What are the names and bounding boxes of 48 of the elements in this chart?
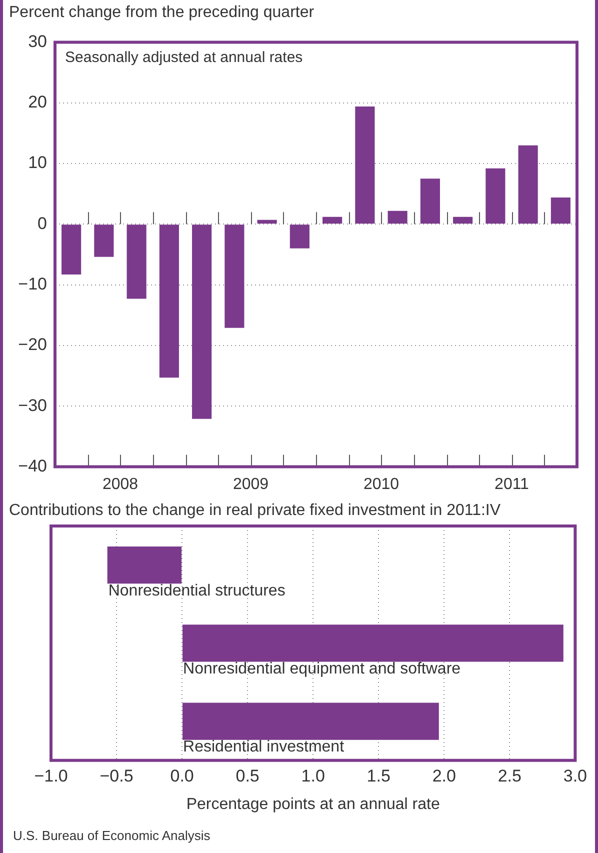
x-tick-label: 3.0 [563, 766, 588, 786]
y-tick-label: 30 [28, 32, 47, 51]
chart-title: Contributions to the change in real private fixed investment in 2011:IV [8, 502, 502, 521]
y-tick-label: −10 [18, 274, 47, 294]
x-tick-label: 1.5 [366, 766, 390, 786]
category-label: Nonresidential equipment and software [183, 660, 461, 678]
bar [290, 224, 310, 248]
bar [182, 624, 564, 662]
x-tick-label: 2008 [102, 476, 138, 493]
x-tick-label: 0.0 [170, 766, 194, 786]
x-axis-title: Percentage points at an annual rate [186, 796, 440, 813]
category-label: Nonresidential structures [108, 582, 286, 600]
text: U.S. Bureau of Economic Analysis [13, 828, 210, 843]
y-tick-label: 0 [38, 214, 47, 233]
bar [486, 168, 506, 224]
y-tick-label: 20 [28, 92, 47, 112]
x-tick-label: 2009 [232, 476, 269, 493]
bar [107, 546, 182, 584]
y-tick-label: −40 [18, 456, 47, 476]
bar [126, 224, 146, 299]
bar [62, 224, 82, 275]
x-tick-label: 2011 [494, 476, 530, 493]
y-tick-label: −20 [18, 335, 47, 354]
category-label: Residential investment [183, 738, 344, 756]
y-tick-label: −30 [18, 396, 47, 415]
bar [192, 224, 212, 419]
x-tick-label: 2.0 [432, 766, 456, 786]
x-tick-label: −1.0 [34, 766, 68, 786]
bar [182, 702, 439, 740]
x-tick-label: −0.5 [100, 766, 134, 786]
x-tick-label: 1.0 [301, 766, 325, 786]
bar [159, 224, 179, 378]
x-tick-label: 2010 [363, 476, 400, 493]
bar [322, 216, 342, 224]
y-tick-label: 10 [28, 153, 47, 172]
bar [453, 216, 473, 224]
bar [518, 145, 538, 224]
bar [94, 224, 114, 257]
bar [550, 197, 570, 224]
annotation: Seasonally adjusted at annual rates [65, 48, 303, 66]
chart-title: Percent change from the preceding quarter [8, 4, 316, 23]
bar [224, 224, 244, 328]
bar [420, 178, 440, 224]
bar [355, 106, 375, 224]
x-tick-label: 0.5 [236, 766, 260, 786]
bar [388, 210, 408, 224]
bar [257, 220, 277, 224]
x-tick-label: 2.5 [498, 766, 522, 786]
